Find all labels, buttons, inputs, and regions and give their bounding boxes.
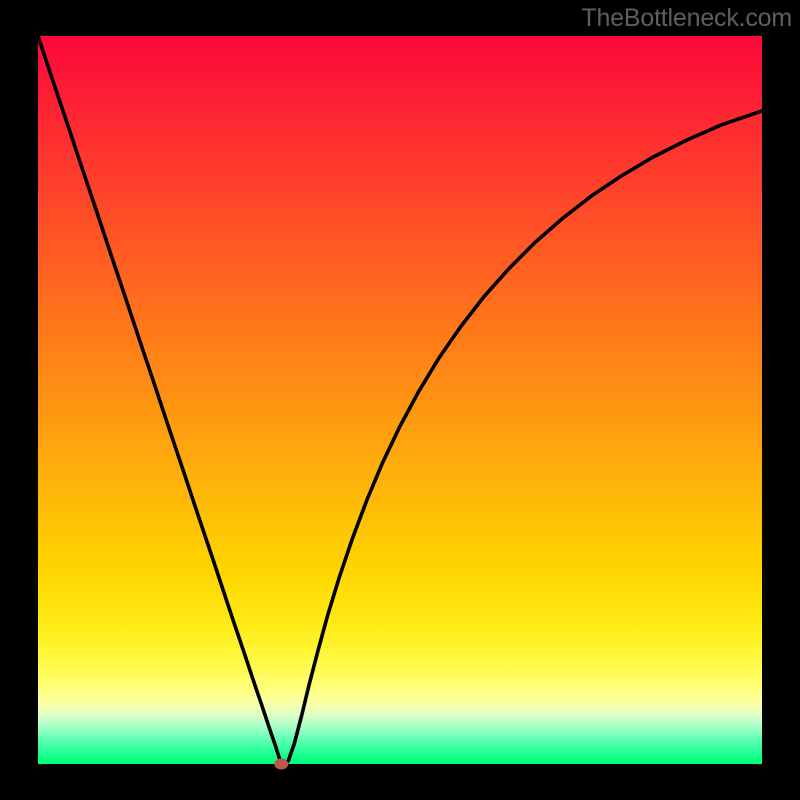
chart-container: TheBottleneck.com — [0, 0, 800, 800]
optimal-point-marker — [274, 759, 288, 770]
watermark-text: TheBottleneck.com — [581, 4, 792, 33]
bottleneck-chart — [0, 0, 800, 800]
plot-background — [38, 36, 762, 764]
